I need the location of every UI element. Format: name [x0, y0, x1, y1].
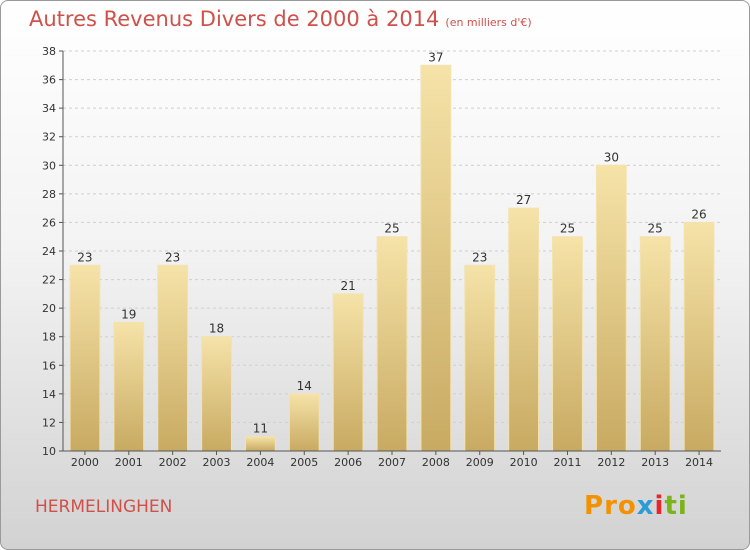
bar-value-label: 11 — [253, 422, 268, 436]
x-tick-label: 2004 — [246, 456, 274, 469]
bar — [595, 164, 627, 452]
bar-value-label: 26 — [691, 207, 706, 221]
y-tick-label: 16 — [42, 359, 56, 372]
y-tick-label: 22 — [42, 274, 56, 287]
logo-letter: P — [584, 491, 605, 521]
bar-value-label: 23 — [472, 250, 487, 264]
bar-value-label: 14 — [297, 379, 312, 393]
x-tick-label: 2011 — [553, 456, 581, 469]
bar — [508, 207, 540, 452]
bar — [552, 236, 583, 452]
bar — [69, 264, 101, 452]
logo-letter: x — [636, 491, 655, 521]
bar — [464, 264, 496, 452]
x-tick-label: 2010 — [510, 456, 538, 469]
bar — [376, 236, 408, 452]
logo-letter: o — [617, 491, 637, 521]
logo-letter: i — [677, 491, 688, 521]
x-tick-label: 2002 — [159, 456, 187, 469]
x-tick-label: 2009 — [466, 456, 494, 469]
bar-value-label: 27 — [516, 193, 531, 207]
bar-value-label: 25 — [560, 222, 575, 236]
bar — [157, 264, 189, 452]
x-tick-label: 2013 — [641, 456, 669, 469]
unit-label: (en milliers d'€) — [445, 16, 532, 29]
x-tick-label: 2003 — [203, 456, 231, 469]
x-tick-label: 2007 — [378, 456, 406, 469]
y-tick-label: 26 — [42, 216, 56, 229]
y-tick-label: 34 — [42, 102, 56, 115]
y-tick-label: 12 — [42, 416, 56, 429]
bar — [288, 393, 320, 452]
y-tick-label: 30 — [42, 159, 56, 172]
bar — [639, 236, 671, 452]
y-tick-label: 24 — [42, 245, 56, 258]
bar-value-label: 23 — [77, 250, 92, 264]
y-tick-label: 18 — [42, 331, 56, 344]
proxiti-logo: Proxiti — [584, 491, 688, 521]
chart-title-text: Autres Revenus Divers de 2000 à 2014 — [29, 7, 440, 31]
chart-title: Autres Revenus Divers de 2000 à 2014 (en … — [29, 7, 532, 31]
bar-value-label: 25 — [648, 222, 663, 236]
bar-value-label: 21 — [340, 279, 355, 293]
x-tick-label: 2001 — [115, 456, 143, 469]
x-tick-label: 2005 — [290, 456, 318, 469]
bar-value-label: 37 — [428, 50, 443, 64]
x-tick-label: 2014 — [685, 456, 713, 469]
bar — [201, 336, 232, 452]
y-tick-label: 36 — [42, 74, 56, 87]
y-tick-label: 38 — [42, 45, 56, 58]
x-tick-label: 2008 — [422, 456, 450, 469]
x-tick-label: 2012 — [597, 456, 625, 469]
y-tick-label: 20 — [42, 302, 56, 315]
logo-letter: i — [654, 491, 665, 521]
bar — [420, 64, 452, 452]
bar — [683, 221, 715, 452]
x-tick-label: 2000 — [71, 456, 99, 469]
bar — [332, 293, 364, 452]
bar-value-label: 23 — [165, 250, 180, 264]
bar-value-label: 30 — [604, 150, 619, 164]
y-tick-label: 14 — [42, 388, 56, 401]
bar-value-label: 25 — [384, 222, 399, 236]
y-tick-label: 28 — [42, 188, 56, 201]
y-tick-label: 32 — [42, 131, 56, 144]
bar — [113, 321, 145, 452]
logo-letter: t — [664, 491, 678, 521]
bar-value-label: 18 — [209, 322, 224, 336]
location-name: HERMELINGHEN — [35, 497, 173, 517]
y-tick-label: 10 — [42, 445, 56, 458]
logo-letter: r — [604, 491, 618, 521]
bar — [244, 436, 276, 452]
bar-value-label: 19 — [121, 307, 136, 321]
x-tick-label: 2006 — [334, 456, 362, 469]
